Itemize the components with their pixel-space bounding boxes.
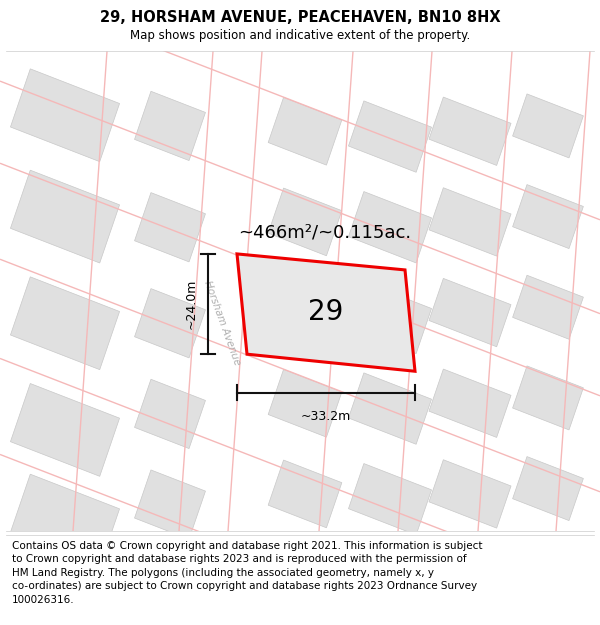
Polygon shape xyxy=(512,275,583,339)
Text: ~466m²/~0.115ac.: ~466m²/~0.115ac. xyxy=(238,223,411,241)
Polygon shape xyxy=(349,373,431,444)
Polygon shape xyxy=(268,369,342,437)
Text: Horsham Avenue: Horsham Avenue xyxy=(202,279,242,367)
Polygon shape xyxy=(134,470,205,539)
Polygon shape xyxy=(134,192,205,262)
Polygon shape xyxy=(10,474,119,567)
Text: Contains OS data © Crown copyright and database right 2021. This information is : Contains OS data © Crown copyright and d… xyxy=(12,541,482,605)
Polygon shape xyxy=(512,457,583,521)
Polygon shape xyxy=(268,279,342,346)
Polygon shape xyxy=(349,192,431,263)
Polygon shape xyxy=(349,464,431,535)
Polygon shape xyxy=(268,460,342,528)
Polygon shape xyxy=(10,384,119,476)
Polygon shape xyxy=(512,94,583,158)
Polygon shape xyxy=(10,170,119,263)
Polygon shape xyxy=(429,460,511,528)
Polygon shape xyxy=(268,98,342,165)
Polygon shape xyxy=(268,188,342,256)
Polygon shape xyxy=(512,366,583,430)
Polygon shape xyxy=(349,282,431,354)
Text: Map shows position and indicative extent of the property.: Map shows position and indicative extent… xyxy=(130,29,470,42)
Text: 29, HORSHAM AVENUE, PEACEHAVEN, BN10 8HX: 29, HORSHAM AVENUE, PEACEHAVEN, BN10 8HX xyxy=(100,10,500,25)
Polygon shape xyxy=(134,91,205,161)
Polygon shape xyxy=(429,188,511,256)
Polygon shape xyxy=(512,184,583,249)
Polygon shape xyxy=(134,379,205,449)
Polygon shape xyxy=(237,254,415,371)
Polygon shape xyxy=(10,277,119,369)
Text: 29: 29 xyxy=(308,298,344,326)
Polygon shape xyxy=(10,69,119,162)
Text: ~33.2m: ~33.2m xyxy=(301,409,351,422)
Polygon shape xyxy=(429,369,511,438)
Polygon shape xyxy=(349,101,431,172)
Polygon shape xyxy=(429,97,511,166)
Text: ~24.0m: ~24.0m xyxy=(185,279,198,329)
Polygon shape xyxy=(429,278,511,347)
Polygon shape xyxy=(134,289,205,358)
